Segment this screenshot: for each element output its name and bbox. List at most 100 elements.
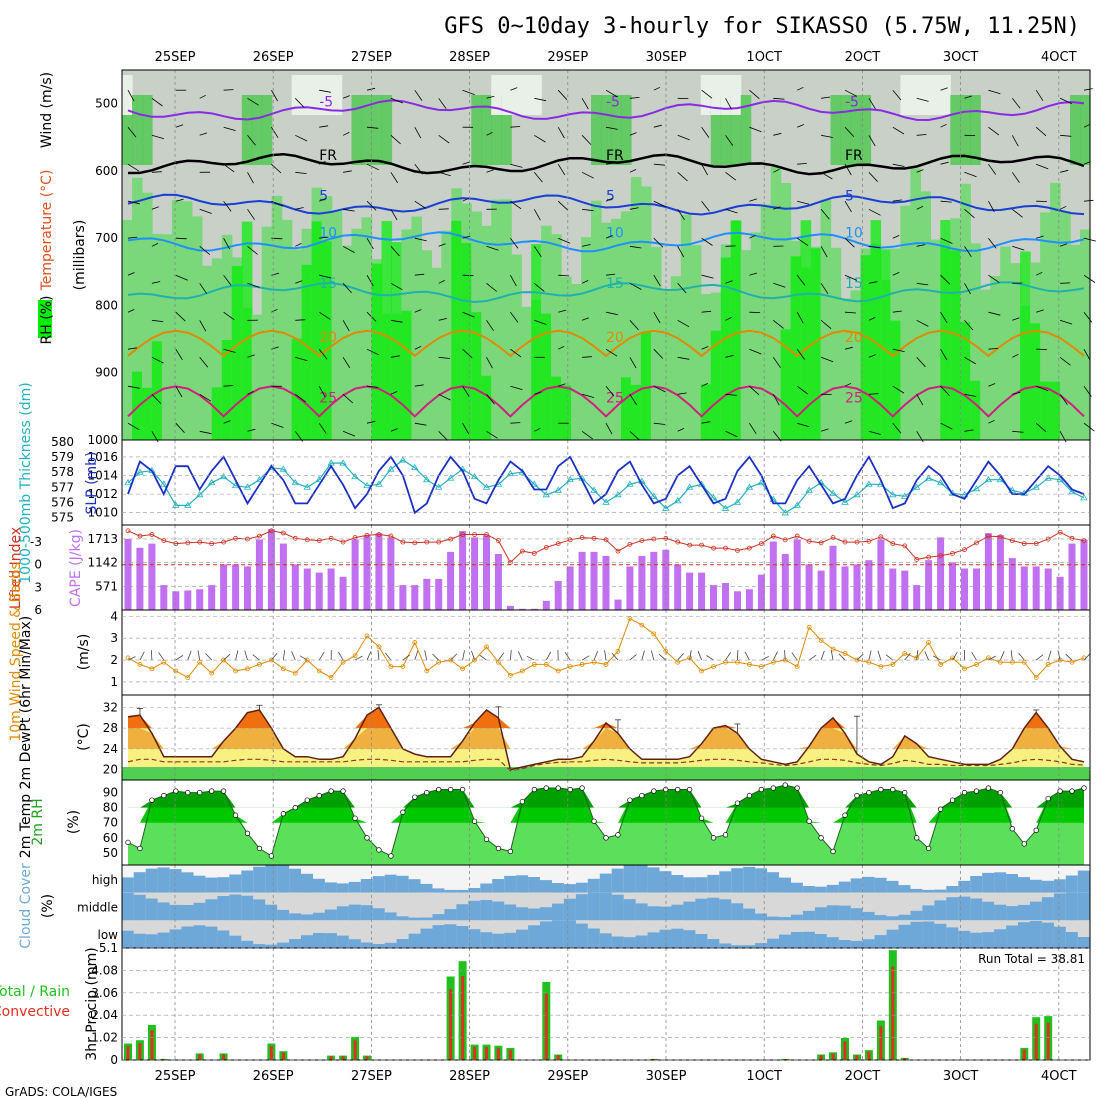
cloud-cell-cover: [360, 905, 374, 921]
wind10m-barb: [677, 653, 684, 661]
cape-bar: [447, 551, 455, 610]
wind-barb: [653, 86, 661, 91]
cape-bar: [423, 578, 431, 610]
wind-barb: [1035, 422, 1047, 433]
wind-barb: [605, 126, 618, 130]
wind-barb: [462, 235, 471, 239]
wind-barb: [940, 274, 951, 285]
rh-band-bright: [1040, 381, 1051, 440]
rh2m-marker: [567, 786, 573, 793]
wind-barb: [797, 200, 810, 205]
cloud-cell-cover: [647, 932, 661, 948]
pressure-tick: 900: [95, 366, 118, 380]
li-marker: [926, 554, 932, 560]
wind-barb: [486, 357, 493, 369]
cloud-cell-cover: [336, 906, 350, 921]
li-marker: [866, 538, 872, 544]
cloud-cell-cover: [241, 940, 254, 948]
wind-barb: [844, 274, 858, 281]
wind-barb: [295, 207, 304, 210]
wind-barb: [247, 354, 255, 358]
li-marker: [292, 535, 298, 541]
wind-barb: [414, 346, 422, 350]
wind-barb: [916, 134, 927, 136]
cloud-cell-cover: [898, 914, 911, 921]
wind-barb: [725, 317, 732, 321]
wind10m-marker: [400, 664, 406, 670]
wind-barb: [271, 308, 278, 313]
day-label-bottom: 27SEP: [351, 1069, 392, 1084]
rh-band-upper: [850, 95, 862, 165]
wind-barb: [868, 208, 881, 216]
cloud-cell-cover: [133, 933, 147, 948]
wind-barb: [342, 357, 351, 369]
cloud-cell-cover: [540, 921, 553, 948]
rh-band-dry: [501, 75, 512, 115]
wind-barb: [175, 422, 185, 433]
wind-barb: [510, 163, 523, 168]
precip-conv-bar: [126, 1046, 130, 1060]
rh2m-marker: [555, 785, 561, 791]
wind-barb: [605, 235, 613, 239]
precip-tick: 1.02: [91, 1031, 118, 1045]
wind-barb: [295, 98, 305, 108]
wind10m-marker: [794, 664, 800, 670]
rh-band-bright: [151, 341, 163, 440]
cape-bar: [1056, 576, 1064, 610]
cloud-cell-bg: [396, 892, 410, 921]
cloud-cell-cover: [133, 872, 147, 893]
wind-barb: [390, 209, 398, 221]
wind-barb: [725, 393, 737, 396]
wind10m-marker: [292, 670, 298, 676]
rh2m-marker: [973, 788, 980, 794]
thickness-marker: [590, 486, 598, 493]
wind10m-barb: [338, 651, 344, 661]
cape-bar: [1080, 539, 1088, 610]
cloud-cell-cover: [647, 867, 661, 893]
wind-barb: [151, 281, 161, 284]
rh-band-upper: [1080, 95, 1091, 165]
li-marker: [388, 533, 394, 539]
rh-band-bright: [221, 340, 233, 440]
wind-barb: [342, 132, 350, 136]
wind-barb: [916, 244, 926, 247]
wind10m-barb: [517, 651, 523, 661]
thickness-marker: [411, 463, 419, 471]
cloud-cell-cover: [623, 865, 637, 893]
wind10m-barb: [725, 652, 731, 661]
li-marker: [938, 553, 943, 559]
li-marker: [854, 539, 860, 545]
wind-barb: [677, 392, 687, 395]
precip-label-conv: Convective: [0, 1004, 70, 1020]
wind10m-barb: [424, 650, 428, 661]
contour-label-25: 25: [845, 390, 863, 406]
cloud-cell-cover: [850, 878, 864, 893]
precip-conv-bar: [222, 1054, 226, 1060]
rh-band-mid: [351, 228, 363, 440]
wind10m-barb: [1018, 652, 1025, 661]
thickness-marker: [912, 483, 921, 490]
cape-bar: [459, 531, 467, 610]
li-tick: -3: [30, 535, 42, 549]
wind-barb: [725, 208, 738, 214]
cloud-cell-cover: [850, 908, 864, 921]
cloud-cell-bg: [384, 920, 398, 948]
cloud-cell-cover: [301, 873, 314, 893]
rh-band-bright: [730, 220, 742, 440]
cloud-cell-cover: [910, 888, 923, 893]
rh-band-upper: [591, 95, 602, 165]
li-marker: [902, 543, 908, 549]
wind10m-marker: [615, 648, 621, 654]
wind10m-marker: [579, 662, 585, 667]
wind-barb: [342, 430, 356, 437]
rh-band-mid: [780, 183, 792, 440]
wind10m-marker: [519, 668, 525, 674]
wind-barb: [653, 124, 662, 128]
rh-band-bright: [960, 322, 971, 440]
contour-label-FR: FR: [845, 148, 863, 164]
wind10m-marker: [245, 666, 250, 672]
contour-label-15: 15: [606, 276, 624, 292]
wind-barb: [581, 135, 592, 145]
rh-band-mid: [1060, 211, 1071, 440]
cloud-cell-cover: [444, 924, 457, 948]
